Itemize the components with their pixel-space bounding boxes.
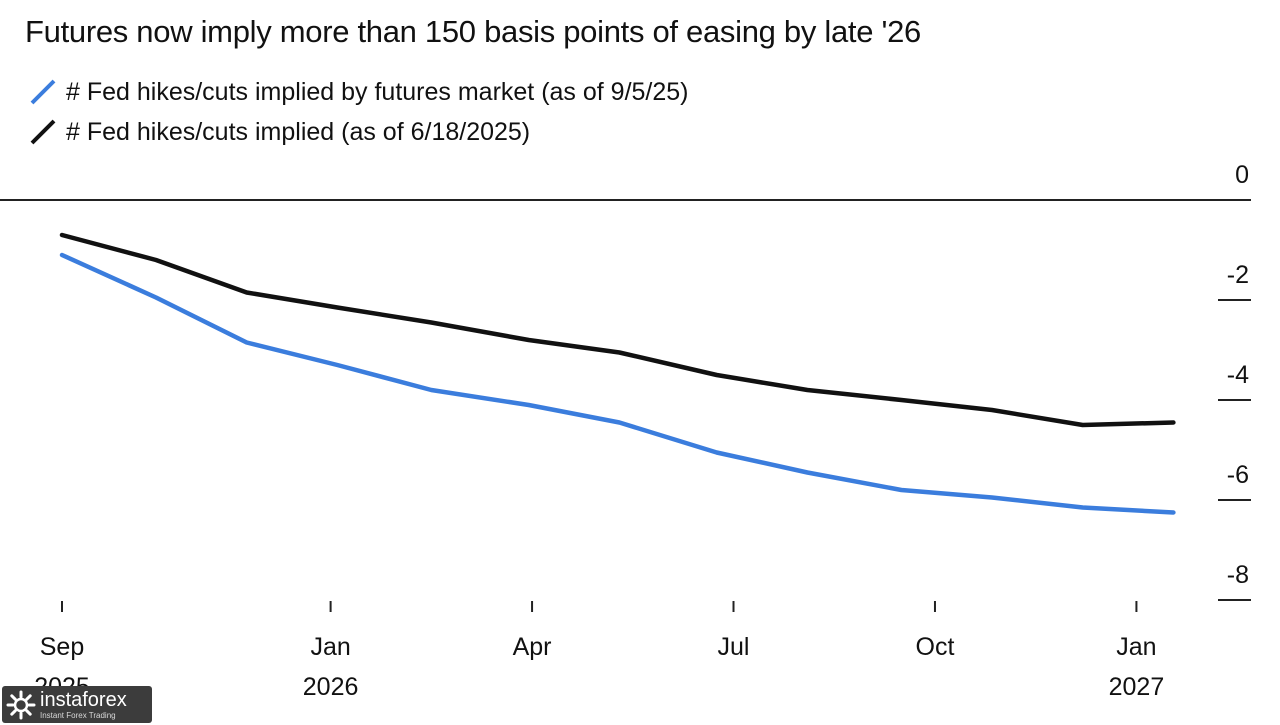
x-tick-year-label: 2027 (1109, 673, 1165, 701)
legend-entry-futures: # Fed hikes/cuts implied by futures mark… (28, 72, 689, 112)
chart-legend: # Fed hikes/cuts implied by futures mark… (28, 72, 689, 152)
instaforex-logo-icon (6, 690, 36, 719)
y-tick-label: -4 (1227, 361, 1249, 389)
y-tick-label: -8 (1227, 561, 1249, 589)
x-tick-month-label: Jan (1116, 633, 1156, 661)
legend-swatch-black (30, 119, 56, 145)
chart-title: Futures now imply more than 150 basis po… (25, 14, 921, 49)
watermark: instaforex Instant Forex Trading (2, 686, 152, 723)
legend-entry-june: # Fed hikes/cuts implied (as of 6/18/202… (28, 112, 689, 152)
x-tick-month-label: Sep (40, 633, 84, 661)
x-tick-month-label: Oct (916, 633, 955, 661)
y-tick-label: -2 (1227, 261, 1249, 289)
legend-label-june: # Fed hikes/cuts implied (as of 6/18/202… (66, 117, 531, 146)
watermark-brand: instaforex (40, 688, 127, 711)
series-line-futures-sep (59, 252, 1176, 515)
y-tick-label: 0 (1235, 161, 1249, 189)
x-tick-month-label: Jul (718, 633, 750, 661)
y-tick-label: -6 (1227, 461, 1249, 489)
watermark-tagline: Instant Forex Trading (40, 710, 116, 720)
x-tick-month-label: Jan (310, 633, 350, 661)
series-line-june (59, 232, 1176, 428)
x-tick-year-label: 2026 (303, 673, 359, 701)
legend-swatch-blue (30, 79, 56, 105)
legend-label-futures: # Fed hikes/cuts implied by futures mark… (66, 77, 689, 106)
x-tick-month-label: Apr (513, 633, 552, 661)
